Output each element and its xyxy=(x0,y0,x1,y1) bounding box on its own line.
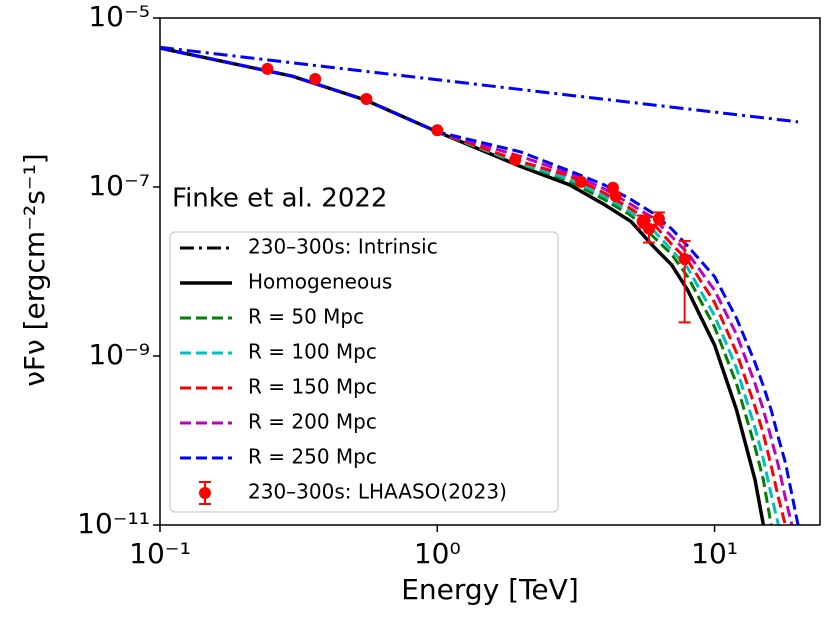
y-axis-label: νFν [ergcm⁻²s⁻¹] xyxy=(18,153,51,386)
x-tick-label: 10⁰ xyxy=(414,537,461,570)
data-point xyxy=(642,222,655,235)
data-point xyxy=(509,153,522,166)
legend-label: Homogeneous xyxy=(248,270,392,294)
data-point xyxy=(360,93,373,106)
data-point xyxy=(652,212,665,225)
data-point xyxy=(261,62,274,75)
curve xyxy=(160,46,766,525)
annotation: Finke et al. 2022 xyxy=(172,184,387,214)
y-tick-label: 10⁻⁹ xyxy=(88,338,150,371)
legend-swatch xyxy=(199,487,211,499)
y-tick-label: 10⁻¹¹ xyxy=(77,507,150,540)
x-axis-label: Energy [TeV] xyxy=(401,573,579,606)
curve xyxy=(160,45,799,124)
axes-frame xyxy=(159,17,821,526)
legend-frame xyxy=(169,231,559,513)
data-point xyxy=(309,72,322,85)
data-point xyxy=(575,175,588,188)
plot-area xyxy=(160,45,800,525)
legend-label: 230–300s: Intrinsic xyxy=(248,235,438,259)
legend-label: R = 250 Mpc xyxy=(248,445,377,469)
curve xyxy=(160,46,800,525)
y-tick-label: 10⁻⁷ xyxy=(88,169,150,202)
legend-label: R = 200 Mpc xyxy=(248,410,377,434)
legend-label: R = 100 Mpc xyxy=(248,340,377,364)
x-tick-label: 10¹ xyxy=(691,537,738,570)
legend-label: R = 150 Mpc xyxy=(248,375,377,399)
data-point xyxy=(678,253,691,266)
data-point xyxy=(609,190,622,203)
legend-label: R = 50 Mpc xyxy=(248,305,364,329)
legend-label: 230–300s: LHAASO(2023) xyxy=(248,480,507,504)
y-tick-label: 10⁻⁵ xyxy=(88,0,150,33)
x-tick-label: 10⁻¹ xyxy=(129,537,191,570)
data-point xyxy=(431,124,444,137)
